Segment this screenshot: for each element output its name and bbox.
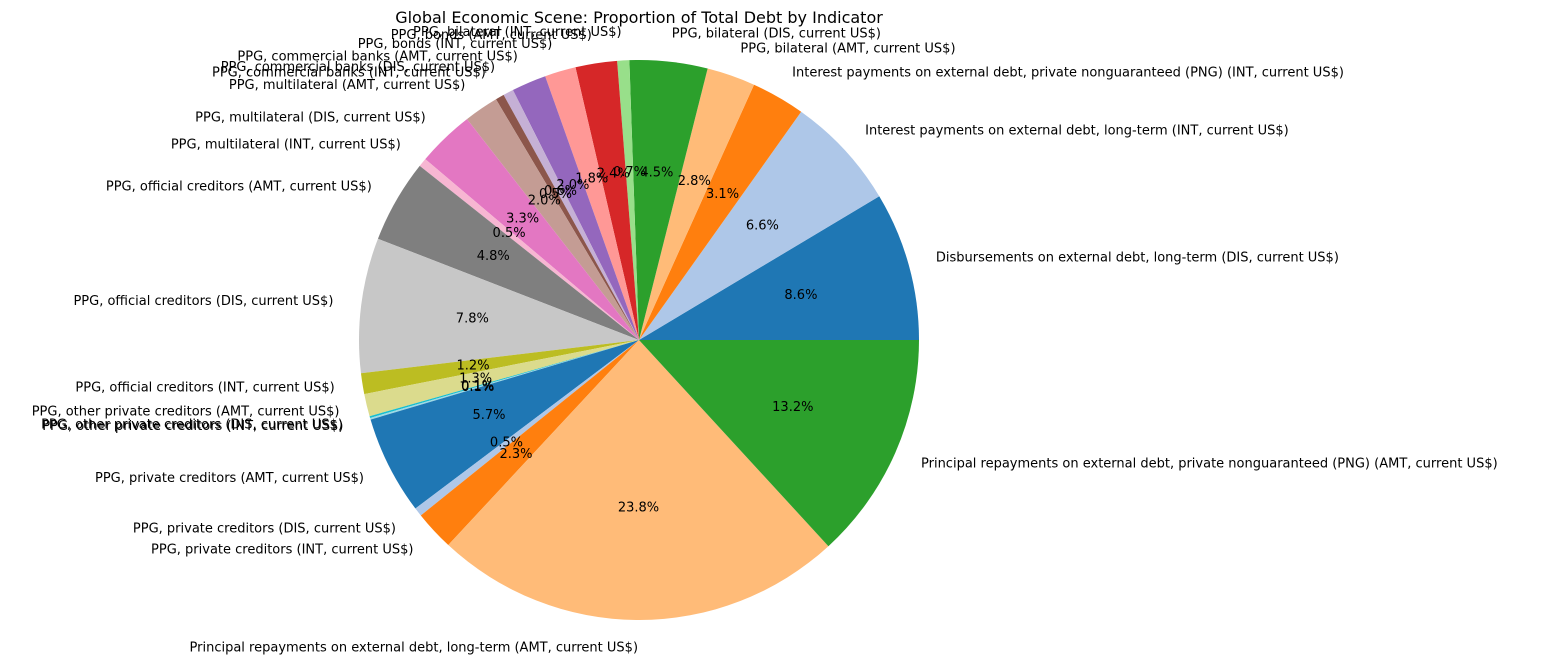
chart-title: Global Economic Scene: Proportion of Tot… — [395, 8, 883, 27]
slice-percent-label: 23.8% — [618, 501, 659, 516]
slice-label: PPG, commercial banks (DIS, current US$) — [221, 60, 495, 75]
pie-slice — [617, 60, 639, 341]
slice-percent-label: 0.1% — [461, 379, 494, 394]
slice-percent-label: 0.5% — [493, 226, 526, 241]
slice-label: PPG, bilateral (AMT, current US$) — [740, 42, 955, 57]
labels-layer: Disbursements on external debt, long-ter… — [32, 25, 1498, 656]
slice-percent-label: 4.5% — [640, 165, 673, 180]
pie-slice — [639, 340, 919, 547]
pie-slice — [370, 340, 639, 420]
slice-label: PPG, bonds (AMT, current US$) — [391, 28, 592, 43]
slice-label: PPG, bonds (INT, current US$) — [358, 37, 553, 52]
slice-label: PPG, official creditors (DIS, current US… — [73, 294, 333, 309]
slice-percent-label: 7.8% — [456, 311, 489, 326]
slice-percent-label: 0.1% — [461, 380, 494, 395]
slice-percent-label: 1.2% — [457, 359, 490, 374]
pie-slice — [369, 340, 639, 418]
pie-slice — [425, 119, 639, 340]
pie-slice — [466, 99, 639, 340]
slice-label: PPG, commercial banks (AMT, current US$) — [237, 49, 517, 64]
slice-label: Disbursements on external debt, long-ter… — [936, 250, 1339, 265]
slice-percent-label: 0.7% — [613, 165, 646, 180]
pie-slice — [575, 60, 639, 341]
slice-percent-label: 2.4% — [597, 166, 630, 181]
slice-label: Principal repayments on external debt, p… — [921, 456, 1498, 471]
pie-slice — [358, 238, 639, 374]
slice-percent-label: 4.8% — [477, 249, 510, 264]
slice-label: PPG, other private creditors (AMT, curre… — [32, 404, 340, 419]
slice-percent-label: 0.5% — [539, 187, 572, 202]
slice-label: PPG, private creditors (AMT, current US$… — [95, 471, 364, 486]
slice-label: PPG, bilateral (DIS, current US$) — [672, 26, 881, 41]
slice-label: PPG, multilateral (AMT, current US$) — [229, 78, 466, 93]
slice-percent-label: 2.8% — [678, 174, 711, 189]
slice-percent-label: 3.3% — [506, 211, 539, 226]
slice-label: Interest payments on external debt, priv… — [792, 65, 1344, 80]
pie-slice — [364, 340, 639, 417]
pie-slice — [370, 340, 639, 509]
pie-slice — [419, 159, 639, 340]
slices-layer — [358, 60, 919, 620]
slice-label: PPG, multilateral (INT, current US$) — [171, 137, 401, 152]
slice-label: PPG, private creditors (INT, current US$… — [151, 542, 413, 557]
slice-percent-label: 2.0% — [556, 178, 589, 193]
slice-percent-label: 1.8% — [575, 171, 608, 186]
slice-label: PPG, other private creditors (DIS, curre… — [41, 417, 343, 432]
slice-percent-label: 13.2% — [772, 400, 813, 415]
slice-label: PPG, multilateral (DIS, current US$) — [195, 110, 426, 125]
slice-label: PPG, official creditors (AMT, current US… — [106, 179, 372, 194]
slice-label: Interest payments on external debt, long… — [865, 123, 1289, 138]
slice-label: PPG, commercial banks (INT, current US$) — [212, 65, 486, 80]
slice-label: PPG, other private creditors (INT, curre… — [42, 419, 343, 434]
pie-slice — [629, 60, 708, 341]
percent-labels-layer: 8.6%6.6%3.1%2.8%4.5%0.7%2.4%1.8%2.0%0.6%… — [456, 165, 818, 516]
slice-percent-label: 6.6% — [746, 218, 779, 233]
pie-slice — [377, 165, 639, 340]
pie-slice — [639, 68, 755, 341]
pie-slice — [639, 111, 880, 340]
slice-percent-label: 1.3% — [459, 372, 492, 387]
slice-percent-label: 8.6% — [784, 288, 817, 303]
slice-label: PPG, official creditors (INT, current US… — [75, 381, 334, 396]
slice-percent-label: 0.6% — [544, 184, 577, 199]
slice-percent-label: 0.5% — [490, 436, 523, 451]
pie-slice — [448, 340, 829, 620]
pie-slice — [360, 340, 639, 395]
pie-slice — [503, 90, 639, 340]
slice-label: Principal repayments on external debt, l… — [190, 641, 639, 656]
pie-slice — [495, 94, 639, 340]
pie-slice — [415, 340, 639, 516]
pie-slice — [512, 76, 639, 340]
slice-percent-label: 2.3% — [499, 447, 532, 462]
pie-slice — [420, 340, 639, 545]
pie-slice — [545, 67, 639, 341]
slice-percent-label: 3.1% — [706, 187, 739, 202]
pie-slice — [639, 84, 802, 341]
slice-label: PPG, private creditors (DIS, current US$… — [133, 522, 396, 537]
slice-percent-label: 5.7% — [472, 408, 505, 423]
slice-label: PPG, bilateral (INT, current US$) — [413, 25, 622, 40]
pie-slice — [639, 196, 919, 340]
slice-percent-label: 2.0% — [528, 194, 561, 209]
